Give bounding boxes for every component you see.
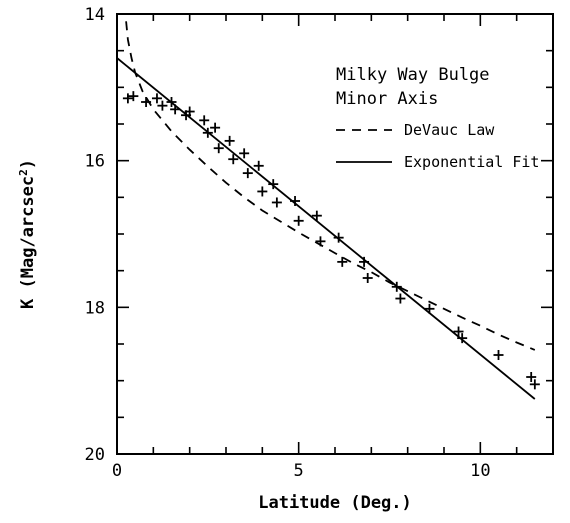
data-point [199, 115, 210, 126]
data-point [315, 236, 326, 247]
data-point [224, 135, 235, 146]
data-point [333, 232, 344, 243]
x-tick-label: 10 [470, 461, 490, 481]
y-tick-label: 16 [85, 152, 105, 172]
data-point [290, 196, 301, 206]
data-point [170, 104, 181, 115]
legend-exp-label: Exponential Fit [404, 153, 539, 171]
data-point [359, 256, 370, 267]
data-point [253, 160, 264, 171]
data-point [493, 350, 504, 360]
data-point [529, 379, 540, 390]
series-layer [116, 21, 540, 400]
x-tick-label: 0 [112, 461, 122, 481]
legend: Milky Way Bulge Minor Axis DeVauc Law Ex… [336, 65, 539, 171]
data-point [228, 154, 239, 165]
data-point [391, 281, 402, 292]
data-point [337, 256, 348, 267]
y-tick-label: 20 [85, 445, 105, 465]
data-point [141, 97, 152, 107]
data-point [166, 97, 177, 107]
data-point [271, 197, 282, 208]
y-axis-label: K (Mag/arcsec2) [17, 159, 39, 309]
data-point [257, 186, 268, 197]
axis-ticks [116, 13, 553, 455]
data-point [184, 106, 195, 117]
legend-title-line-1: Milky Way Bulge [336, 65, 490, 85]
y-tick-label: 14 [85, 5, 105, 25]
y-tick-label: 18 [85, 298, 105, 318]
data-point [151, 93, 162, 104]
data-point [122, 93, 133, 104]
legend-devauc-label: DeVauc Law [404, 121, 495, 139]
y-axis-label-main: K (Mag/arcsec [18, 176, 38, 309]
x-axis-label: Latitude (Deg.) [258, 493, 412, 513]
data-point [453, 326, 464, 337]
x-tick-label: 5 [294, 461, 304, 481]
data-point [202, 127, 213, 138]
data-point [268, 179, 279, 190]
data-point [362, 273, 373, 283]
data-point [311, 210, 322, 221]
y-axis-label-sup: 2 [17, 169, 30, 176]
data-point [293, 215, 304, 226]
y-axis-label-close: ) [18, 159, 38, 169]
tick-labels: 0 5 10 14 16 18 20 [85, 5, 491, 481]
data-point [239, 148, 250, 159]
data-point [242, 168, 253, 179]
data-point [213, 143, 224, 154]
data-point [457, 333, 468, 344]
data-point [128, 91, 139, 102]
data-point [395, 293, 406, 304]
data-point [526, 372, 537, 382]
legend-title-line-2: Minor Axis [336, 89, 438, 109]
data-point [424, 303, 435, 314]
data-point [210, 122, 221, 133]
data-point [157, 100, 168, 111]
